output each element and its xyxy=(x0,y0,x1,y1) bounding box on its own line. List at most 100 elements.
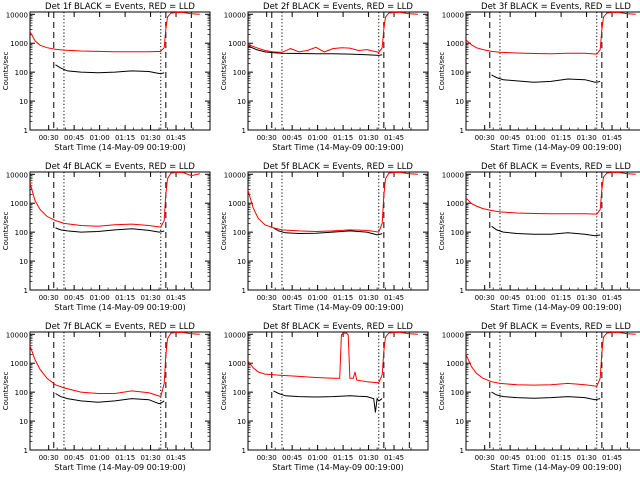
x-tick-label: 01:00 xyxy=(308,134,328,142)
panel-title: Det 4f BLACK = Events, RED = LLD xyxy=(45,162,195,172)
panel-title: Det 8f BLACK = Events, RED = LLD xyxy=(263,322,413,332)
x-tick-label: 01:45 xyxy=(166,134,186,142)
y-tick-label: 10 xyxy=(19,418,28,426)
x-tick-label: 00:45 xyxy=(282,454,302,462)
y-axis-label: Counts/sec xyxy=(438,212,446,251)
y-tick-label: 10 xyxy=(19,98,28,106)
y-tick-label: 10 xyxy=(455,98,464,106)
panel-title: Det 1f BLACK = Events, RED = LLD xyxy=(45,2,195,12)
y-tick-label: 1000 xyxy=(10,360,28,368)
y-tick-label: 10000 xyxy=(442,331,464,339)
x-tick-label: 00:30 xyxy=(475,454,495,462)
x-tick-label: 01:00 xyxy=(90,294,110,302)
x-tick-label: 00:45 xyxy=(282,134,302,142)
x-tick-label: 01:15 xyxy=(551,294,571,302)
y-tick-label: 10 xyxy=(237,98,246,106)
x-tick-label: 01:45 xyxy=(384,454,404,462)
plot-frame xyxy=(29,171,211,291)
panel-title: Det 9f BLACK = Events, RED = LLD xyxy=(481,322,631,332)
y-tick-label: 10000 xyxy=(224,171,246,179)
y-tick-label: 100 xyxy=(15,69,28,77)
x-axis-label: Start Time (14-May-09 00:19:00) xyxy=(490,303,621,312)
x-tick-label: 01:15 xyxy=(115,134,135,142)
y-tick-label: 1000 xyxy=(446,40,464,48)
y-tick-label: 100 xyxy=(233,229,246,237)
series-line-lld xyxy=(466,172,636,215)
plot-frame xyxy=(247,331,429,451)
series-line-lld xyxy=(466,332,636,387)
panel-title: Det 2f BLACK = Events, RED = LLD xyxy=(263,2,413,12)
detector-panel-1: Det 1f BLACK = Events, RED = LLD 1 10 100 10… xyxy=(2,2,211,152)
y-tick-label: 1000 xyxy=(10,40,28,48)
y-tick-label: 10000 xyxy=(224,11,246,19)
y-tick-label: 10 xyxy=(19,258,28,266)
x-tick-label: 01:45 xyxy=(384,134,404,142)
x-tick-label: 01:00 xyxy=(526,134,546,142)
x-tick-label: 01:45 xyxy=(166,454,186,462)
x-tick-label: 00:30 xyxy=(257,134,277,142)
x-tick-label: 01:30 xyxy=(576,294,596,302)
y-tick-label: 10 xyxy=(455,418,464,426)
series-line-events xyxy=(491,74,601,83)
y-tick-label: 1000 xyxy=(228,360,246,368)
x-tick-label: 01:45 xyxy=(384,294,404,302)
series-line-events xyxy=(55,64,165,75)
x-tick-label: 00:45 xyxy=(64,454,84,462)
y-tick-label: 10000 xyxy=(6,11,28,19)
y-tick-label: 1000 xyxy=(228,200,246,208)
series-line-events xyxy=(55,227,165,233)
plot-frame xyxy=(465,331,640,451)
x-tick-label: 00:45 xyxy=(500,134,520,142)
x-tick-label: 00:30 xyxy=(475,294,495,302)
detector-panel-5: Det 5f BLACK = Events, RED = LLD 1 10 100 10… xyxy=(220,162,429,312)
y-tick-label: 1 xyxy=(242,127,246,135)
plot-frame xyxy=(465,11,640,131)
x-tick-label: 01:30 xyxy=(140,134,160,142)
y-tick-label: 10000 xyxy=(6,331,28,339)
detector-panel-2: Det 2f BLACK = Events, RED = LLD 1 10 100 10… xyxy=(220,2,429,152)
plot-frame xyxy=(247,171,429,291)
x-tick-label: 01:30 xyxy=(358,294,378,302)
x-tick-label: 01:30 xyxy=(358,134,378,142)
x-axis-label: Start Time (14-May-09 00:19:00) xyxy=(272,463,403,472)
x-tick-label: 01:15 xyxy=(333,294,353,302)
y-tick-label: 10 xyxy=(237,258,246,266)
y-tick-label: 1 xyxy=(460,127,464,135)
x-tick-label: 01:45 xyxy=(602,454,622,462)
x-tick-label: 00:30 xyxy=(257,294,277,302)
y-tick-label: 1000 xyxy=(446,200,464,208)
plot-frame xyxy=(247,11,429,131)
detector-panel-8: Det 8f BLACK = Events, RED = LLD 1 10 100 10… xyxy=(220,322,429,472)
x-tick-label: 01:15 xyxy=(115,294,135,302)
y-tick-label: 1 xyxy=(24,127,28,135)
x-tick-label: 01:45 xyxy=(602,294,622,302)
series-line-events xyxy=(273,227,383,236)
panel-title: Det 7f BLACK = Events, RED = LLD xyxy=(45,322,195,332)
x-tick-label: 01:00 xyxy=(526,294,546,302)
y-tick-label: 1 xyxy=(24,447,28,455)
series-line-events xyxy=(491,391,601,401)
x-tick-label: 01:15 xyxy=(115,454,135,462)
x-tick-label: 01:15 xyxy=(551,134,571,142)
x-tick-label: 00:45 xyxy=(64,294,84,302)
y-axis-label: Counts/sec xyxy=(220,372,228,411)
x-axis-label: Start Time (14-May-09 00:19:00) xyxy=(272,303,403,312)
y-tick-label: 10 xyxy=(455,258,464,266)
y-axis-label: Counts/sec xyxy=(2,212,10,251)
detector-panel-6: Det 6f BLACK = Events, RED = LLD 1 10 100 10… xyxy=(438,162,640,312)
y-tick-label: 1 xyxy=(460,447,464,455)
x-tick-label: 00:30 xyxy=(39,294,59,302)
x-axis-label: Start Time (14-May-09 00:19:00) xyxy=(54,463,185,472)
series-line-events xyxy=(248,45,383,56)
x-tick-label: 01:00 xyxy=(308,454,328,462)
series-line-lld xyxy=(248,172,418,233)
series-line-events xyxy=(491,225,601,237)
x-tick-label: 00:30 xyxy=(39,134,59,142)
x-tick-label: 01:30 xyxy=(140,294,160,302)
plot-frame xyxy=(465,171,640,291)
y-tick-label: 100 xyxy=(15,389,28,397)
x-tick-label: 01:30 xyxy=(576,454,596,462)
x-tick-label: 00:30 xyxy=(39,454,59,462)
x-tick-label: 01:00 xyxy=(308,294,328,302)
